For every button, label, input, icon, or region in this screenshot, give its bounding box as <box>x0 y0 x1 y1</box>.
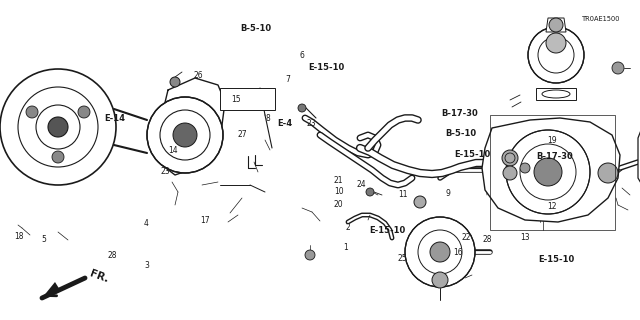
Circle shape <box>430 242 450 262</box>
Text: 9: 9 <box>445 189 451 198</box>
Text: 5: 5 <box>41 236 46 244</box>
Circle shape <box>528 27 584 83</box>
Text: 13: 13 <box>520 233 530 242</box>
Text: B-5-10: B-5-10 <box>241 24 271 33</box>
Circle shape <box>26 106 38 118</box>
Text: E-14: E-14 <box>105 114 125 123</box>
Text: 1: 1 <box>343 244 348 252</box>
Circle shape <box>506 130 590 214</box>
Text: 8: 8 <box>265 114 270 123</box>
Circle shape <box>170 77 180 87</box>
Circle shape <box>305 250 315 260</box>
Circle shape <box>503 166 517 180</box>
Text: 20: 20 <box>333 200 343 209</box>
Polygon shape <box>42 282 60 298</box>
Circle shape <box>549 18 563 32</box>
Text: 12: 12 <box>547 202 556 211</box>
Text: 7: 7 <box>285 75 291 84</box>
Text: 15: 15 <box>230 95 241 104</box>
Text: 23: 23 <box>307 119 317 128</box>
Circle shape <box>366 188 374 196</box>
Circle shape <box>520 163 530 173</box>
Text: 18: 18 <box>15 232 24 241</box>
Circle shape <box>52 151 64 163</box>
Text: 16: 16 <box>452 248 463 257</box>
Text: 3: 3 <box>145 261 150 270</box>
Text: 24: 24 <box>356 180 367 189</box>
Text: 4: 4 <box>143 220 148 228</box>
Text: B-17-30: B-17-30 <box>536 152 573 161</box>
Circle shape <box>48 117 68 137</box>
Text: E-4: E-4 <box>277 119 292 128</box>
Circle shape <box>598 163 618 183</box>
Circle shape <box>78 106 90 118</box>
Circle shape <box>502 150 518 166</box>
Text: 14: 14 <box>168 146 178 155</box>
Text: 19: 19 <box>547 136 557 145</box>
Text: TR0AE1500: TR0AE1500 <box>582 16 621 21</box>
Circle shape <box>612 62 624 74</box>
Text: B-5-10: B-5-10 <box>445 129 476 138</box>
Text: 22: 22 <box>461 233 470 242</box>
Text: 6: 6 <box>300 52 305 60</box>
Text: 25: 25 <box>397 254 407 263</box>
Circle shape <box>414 196 426 208</box>
Text: 23: 23 <box>160 167 170 176</box>
Text: B-17-30: B-17-30 <box>441 109 478 118</box>
Text: FR.: FR. <box>88 268 109 284</box>
Text: 11: 11 <box>399 190 408 199</box>
Text: 17: 17 <box>200 216 210 225</box>
Circle shape <box>432 272 448 288</box>
Circle shape <box>534 158 562 186</box>
Circle shape <box>405 217 475 287</box>
Polygon shape <box>638 118 640 202</box>
Text: E-15-10: E-15-10 <box>369 226 405 235</box>
Text: E-15-10: E-15-10 <box>308 63 344 72</box>
Circle shape <box>173 123 197 147</box>
Polygon shape <box>482 118 620 222</box>
Polygon shape <box>546 18 566 32</box>
Circle shape <box>546 33 566 53</box>
Text: 28: 28 <box>483 235 492 244</box>
Circle shape <box>298 104 306 112</box>
Circle shape <box>147 97 223 173</box>
Text: E-15-10: E-15-10 <box>539 255 575 264</box>
Polygon shape <box>536 88 576 100</box>
Text: 21: 21 <box>333 176 342 185</box>
Polygon shape <box>220 88 275 110</box>
Text: E-15-10: E-15-10 <box>454 150 490 159</box>
Text: 10: 10 <box>334 188 344 196</box>
Text: 27: 27 <box>237 130 247 139</box>
Text: 2: 2 <box>345 223 350 232</box>
Text: 26: 26 <box>193 71 204 80</box>
Text: 28: 28 <box>108 252 116 260</box>
